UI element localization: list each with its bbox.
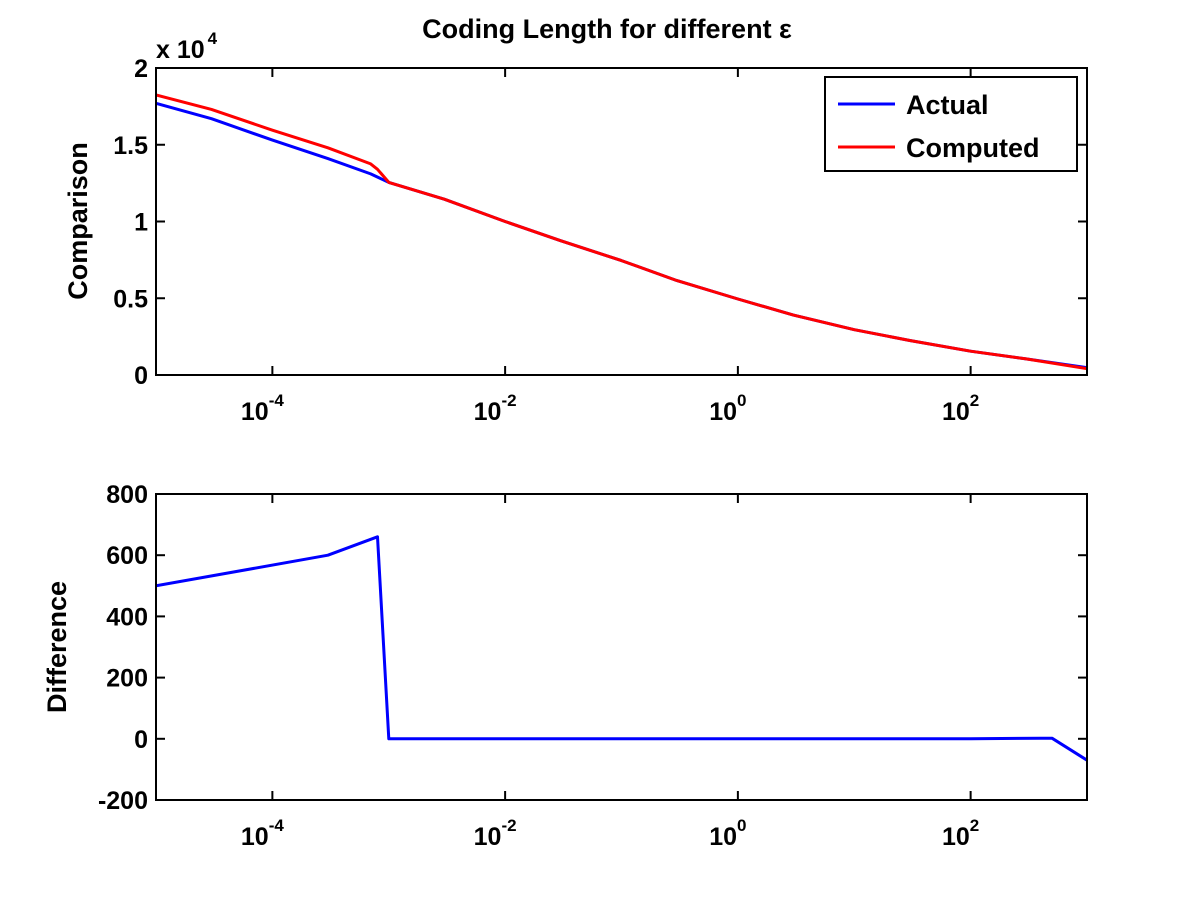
- difference-y-tick-label: 0: [134, 726, 148, 754]
- difference-y-tick-label: 200: [106, 665, 148, 693]
- comparison-y-tick-label: 1.5: [113, 132, 148, 160]
- legend: Actual Computed: [824, 76, 1078, 172]
- y-axis-title-difference: Difference: [42, 581, 72, 713]
- difference-plot: Difference 10-4 10-2 100 102 -200 0 200 400 600 8…: [42, 481, 1088, 851]
- difference-x-tick-label: 100: [709, 816, 746, 851]
- difference-y-tick-label: -200: [98, 787, 148, 815]
- figure-title: Coding Length for different ε: [422, 14, 792, 44]
- difference-x-tick-label: 102: [942, 816, 979, 851]
- comparison-x-tick-label: 10-2: [474, 391, 517, 426]
- difference-y-tick-label: 600: [106, 542, 148, 570]
- legend-label-computed: Computed: [906, 133, 1039, 163]
- difference-x-tick-label: 10-2: [474, 816, 517, 851]
- comparison-y-tick-label: 2: [134, 55, 148, 83]
- comparison-x-tick-label: 102: [942, 391, 979, 426]
- comparison-y-tick-label: 0: [134, 362, 148, 390]
- difference-x-tick-label: 10-4: [241, 816, 284, 851]
- comparison-x-tick-label: 10-4: [241, 391, 284, 426]
- legend-box: [824, 76, 1078, 172]
- difference-line-series-0: [156, 535, 1087, 762]
- difference-y-tick-label: 800: [106, 481, 148, 509]
- comparison-x-tick-label: 100: [709, 391, 746, 426]
- comparison-y-tick-label: 0.5: [113, 285, 148, 313]
- comparison-plot: x 10 4 Comparison 10-4 10-2 100 102 0 0.5 1 1.5 2: [63, 29, 1088, 426]
- comparison-line-computed: [156, 93, 1087, 371]
- legend-label-actual: Actual: [906, 90, 989, 120]
- y-axis-title-comparison: Comparison: [63, 142, 93, 300]
- y-multiplier-label: x 10 4: [156, 29, 218, 64]
- difference-axes-box: [155, 493, 1088, 801]
- comparison-y-tick-label: 1: [134, 209, 148, 237]
- difference-y-tick-label: 400: [106, 603, 148, 631]
